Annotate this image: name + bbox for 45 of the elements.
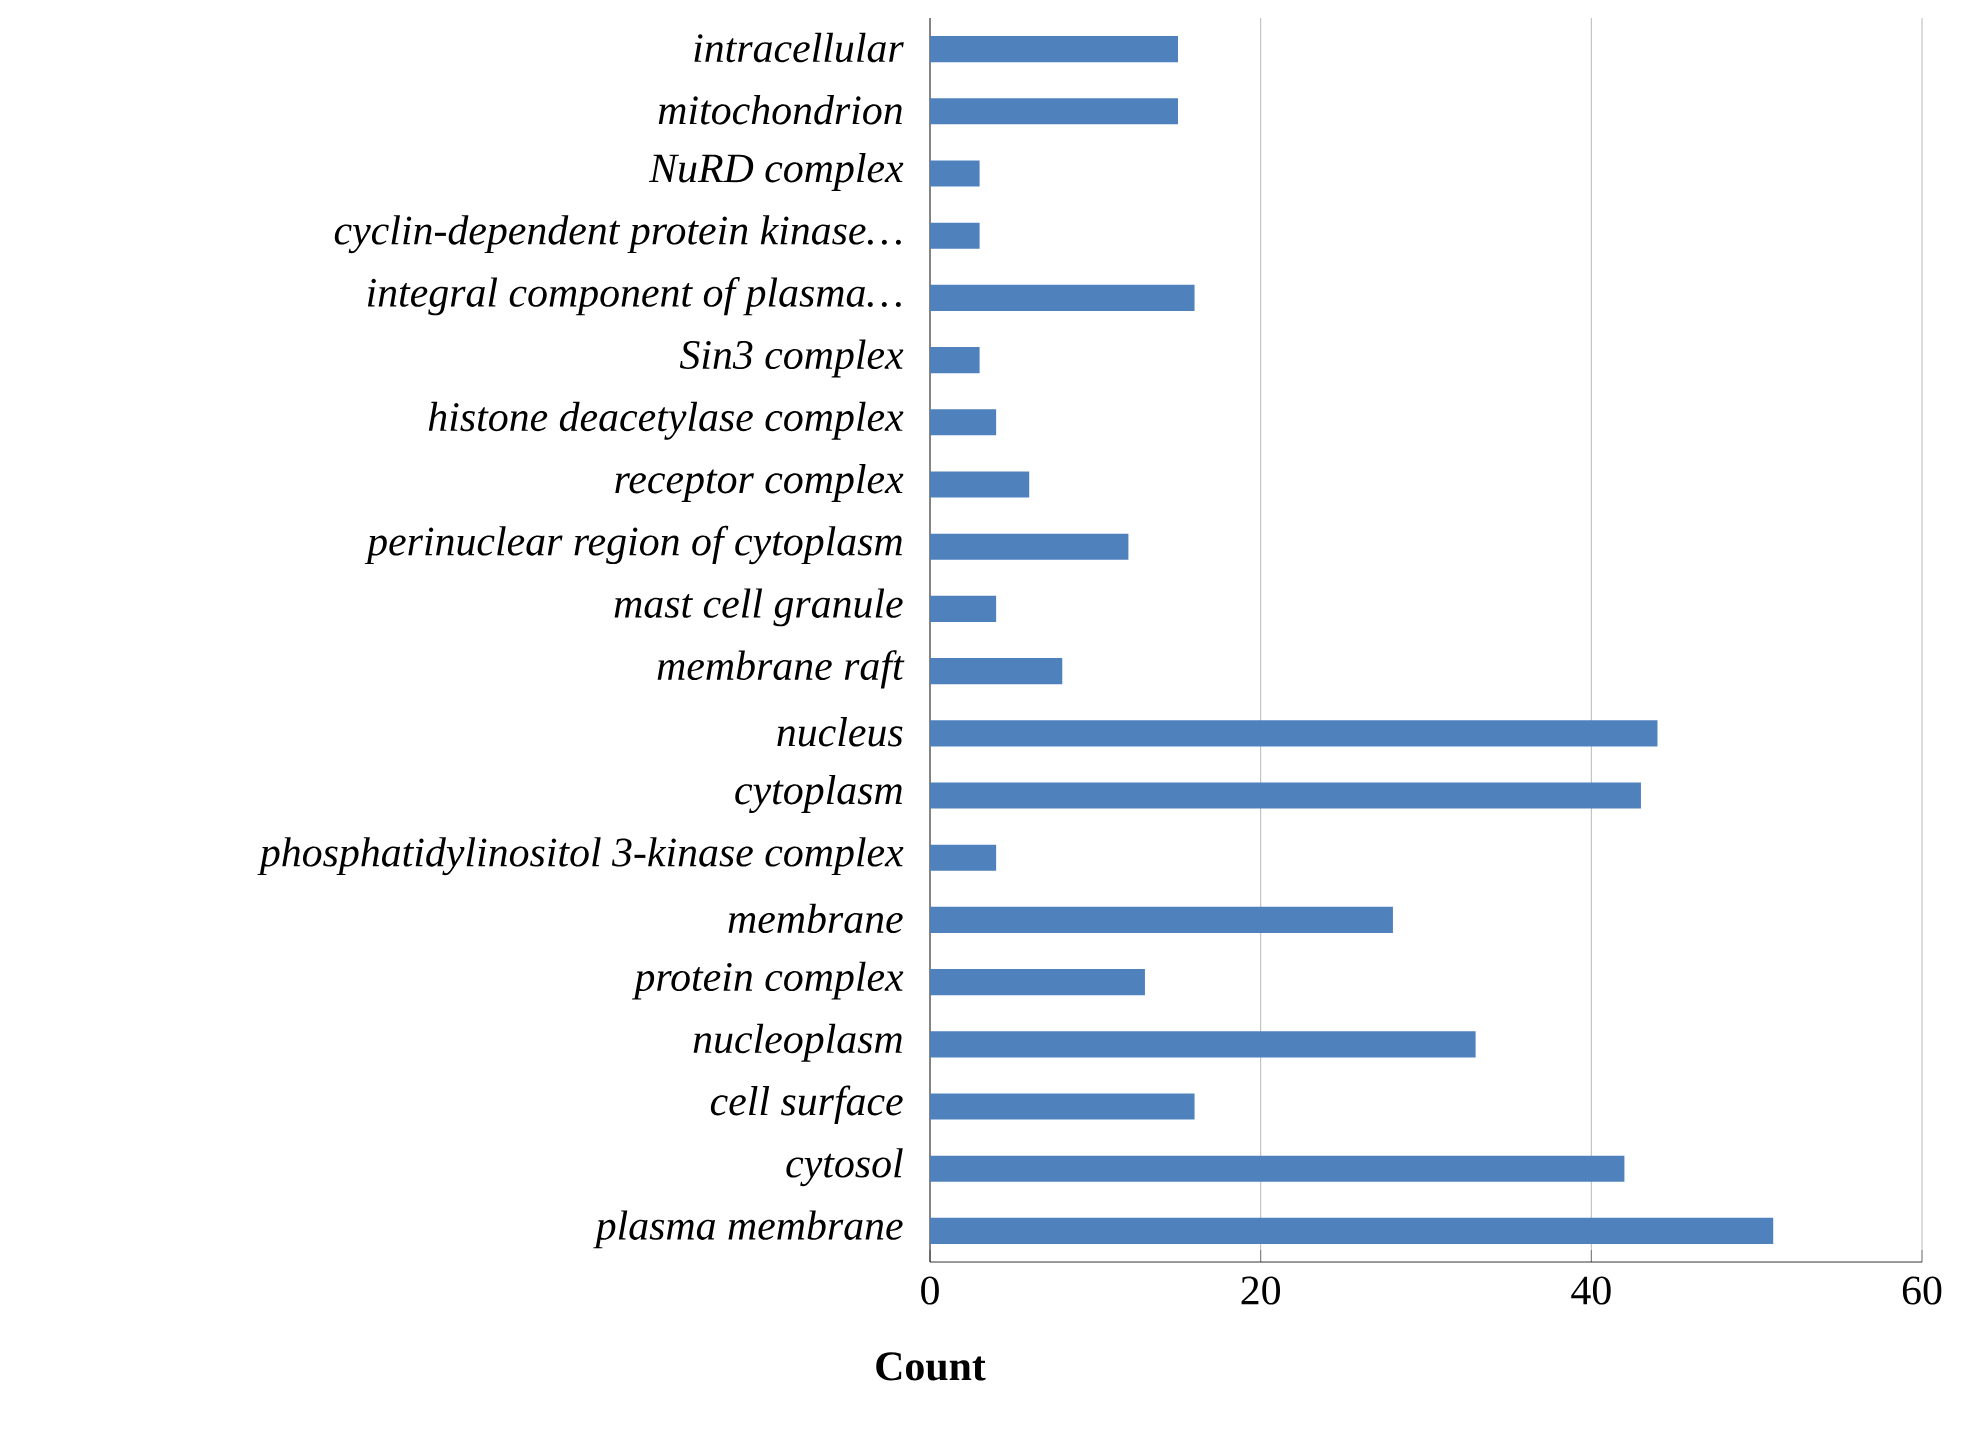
y-tick-label: intracellular xyxy=(694,32,904,63)
x-axis-title: Count xyxy=(876,1352,986,1381)
x-tick-label: 60 xyxy=(1902,1276,1942,1305)
bar xyxy=(930,36,1179,63)
x-tick-label: 20 xyxy=(1241,1276,1281,1305)
y-tick-label: receptor complex xyxy=(615,464,904,502)
bar xyxy=(930,906,1393,933)
y-tick-label: mast cell granule xyxy=(614,588,903,627)
bar xyxy=(930,1217,1774,1244)
y-tick-label: cyclin-dependent protein kinase… xyxy=(334,215,901,254)
bar xyxy=(930,1155,1625,1182)
bar xyxy=(930,1031,1476,1058)
bar xyxy=(930,347,980,374)
bar xyxy=(930,969,1145,996)
y-tick-label: membrane raft xyxy=(657,650,905,689)
bar xyxy=(930,284,1195,311)
x-tick-label: 40 xyxy=(1571,1276,1611,1305)
bar xyxy=(930,844,997,871)
bar xyxy=(930,222,980,249)
y-tick-label: mitochondrion xyxy=(658,95,902,125)
y-tick-label: nucleus xyxy=(777,717,903,747)
bar xyxy=(930,409,997,436)
y-tick-label: phosphatidylinositol 3-kinase complex xyxy=(257,837,904,876)
bar xyxy=(930,533,1129,560)
y-tick-label: nucleoplasm xyxy=(693,1023,902,1062)
bar xyxy=(930,1093,1195,1120)
y-tick-label: plasma membrane xyxy=(593,1210,903,1249)
bar xyxy=(930,720,1658,747)
bar xyxy=(930,471,1030,498)
y-tick-label: perinuclear region of cytoplasm xyxy=(364,525,902,565)
y-tick-label: cytosol xyxy=(786,1148,903,1187)
y-tick-label: protein complex xyxy=(632,961,904,1000)
bar xyxy=(930,658,1063,685)
y-tick-label: NuRD complex xyxy=(648,153,904,191)
y-tick-label: cell surface xyxy=(710,1085,903,1124)
bar xyxy=(930,595,997,622)
bar xyxy=(930,782,1641,809)
y-tick-label: integral component of plasma… xyxy=(367,276,901,316)
bar xyxy=(930,160,980,187)
y-tick-label: cytoplasm xyxy=(735,774,902,814)
y-tick-label: histone deacetylase complex xyxy=(428,401,904,440)
y-tick-label: Sin3 complex xyxy=(679,339,904,378)
x-tick-label: 0 xyxy=(921,1276,939,1305)
bar xyxy=(930,98,1179,125)
y-tick-label: membrane xyxy=(728,903,903,934)
